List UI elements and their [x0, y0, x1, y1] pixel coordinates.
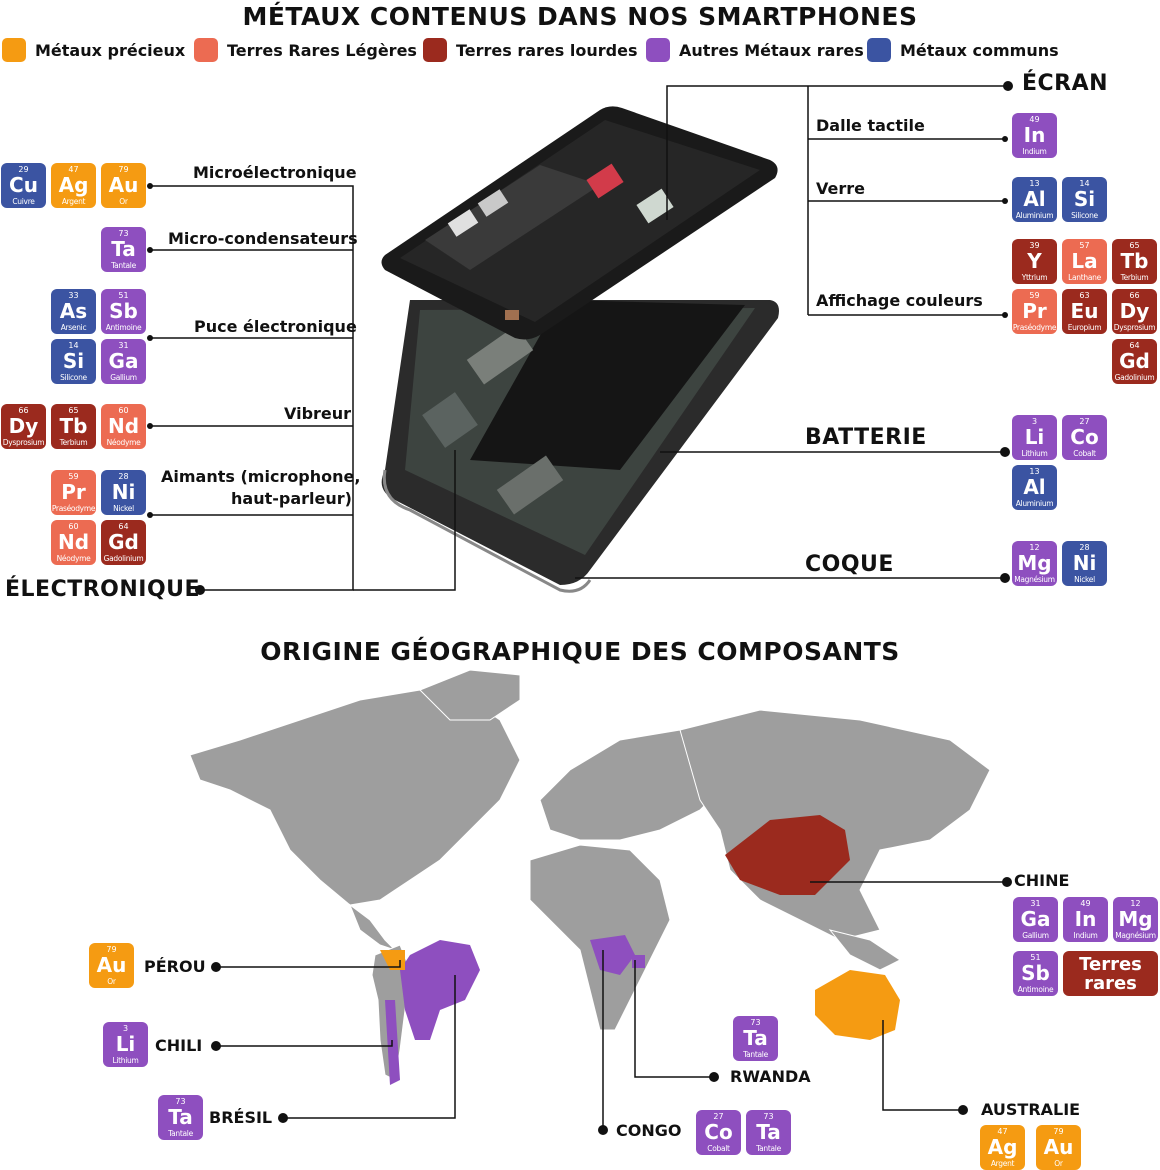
map-central-america: [348, 903, 396, 951]
element-tile-ta: 73 Ta Tantale: [733, 1016, 778, 1061]
legend-heavy-rare-earths: Terres rares lourdes: [423, 38, 637, 62]
element-tile-gd: 64 Gd Gadolinium: [1112, 339, 1157, 384]
element-tile-ta: 73 Ta Tantale: [101, 227, 146, 272]
section-ecran: ÉCRAN: [1022, 71, 1109, 96]
map-peru: [380, 950, 405, 970]
element-tile-ga: 31 Ga Gallium: [101, 339, 146, 384]
country-rwanda: RWANDA: [730, 1067, 811, 1086]
legend-label: Métaux communs: [900, 40, 1059, 60]
map-congo: [590, 935, 635, 975]
country-bresil: BRÉSIL: [209, 1108, 273, 1127]
element-tile-cu: 29 Cu Cuivre: [1, 163, 46, 208]
map-greenland: [419, 669, 521, 721]
map-north-america: [189, 689, 521, 906]
element-tile-ni: 28 Ni Nickel: [101, 470, 146, 515]
legend-label: Terres Rares Légères: [227, 40, 417, 60]
element-tile-au: 79 Au Or: [1036, 1125, 1081, 1170]
element-tile-mg: 12 Mg Magnésium: [1113, 897, 1158, 942]
legend-light-rare-earths: Terres Rares Légères: [194, 38, 417, 62]
legend-swatch: [867, 38, 891, 62]
map-africa: [529, 844, 671, 1031]
label-affichage-couleurs: Affichage couleurs: [816, 291, 983, 310]
element-tile-co: 27 Co Cobalt: [696, 1110, 741, 1155]
legend-other-rare-metals: Autres Métaux rares: [646, 38, 864, 62]
element-tile-in: 49 In Indium: [1063, 897, 1108, 942]
element-tile-nd: 60 Nd Néodyme: [51, 520, 96, 565]
element-tile-sb: 51 Sb Antimoine: [1013, 951, 1058, 996]
element-tile-al: 13 Al Aluminium: [1012, 465, 1057, 510]
element-tile-tb: 65 Tb Terbium: [51, 404, 96, 449]
leader-lines: [150, 85, 1005, 1130]
section-batterie: BATTERIE: [805, 425, 927, 450]
section-electronique: ÉLECTRONIQUE: [5, 577, 201, 602]
element-tile-sb: 51 Sb Antimoine: [101, 289, 146, 334]
legend-label: Métaux précieux: [35, 40, 186, 60]
element-tile-eu: 63 Eu Europium: [1062, 289, 1107, 334]
phone-internals-illustration: [381, 300, 779, 593]
country-chili: CHILI: [155, 1036, 203, 1055]
map-rwanda: [632, 955, 645, 968]
country-perou: PÉROU: [144, 957, 206, 976]
map-australia: [815, 970, 900, 1040]
element-tile-ta: 73 Ta Tantale: [158, 1095, 203, 1140]
element-tile-pr: 59 Pr Praséodyme: [1012, 289, 1057, 334]
element-tile-dy: 66 Dy Dysprosium: [1112, 289, 1157, 334]
element-tile-al: 13 Al Aluminium: [1012, 177, 1057, 222]
element-tile-y: 39 Y Yttrium: [1012, 239, 1057, 284]
label-micro-condensateurs: Micro-condensateurs: [168, 229, 358, 248]
label-puce: Puce électronique: [194, 317, 357, 336]
legend-swatch: [646, 38, 670, 62]
country-australie: AUSTRALIE: [981, 1100, 1081, 1119]
label-verre: Verre: [816, 179, 865, 198]
element-tile-ag: 47 Ag Argent: [51, 163, 96, 208]
legend-swatch: [423, 38, 447, 62]
element-tile-co: 27 Co Cobalt: [1062, 415, 1107, 460]
element-tile-nd: 60 Nd Néodyme: [101, 404, 146, 449]
element-tile-si: 14 Si Silicone: [1062, 177, 1107, 222]
element-tile-ag: 47 Ag Argent: [980, 1125, 1025, 1170]
element-tile-pr: 59 Pr Praséodyme: [51, 470, 96, 515]
element-tile-au: 79 Au Or: [101, 163, 146, 208]
diagram-graphics: [147, 81, 1013, 1135]
map-southeast-asia: [828, 929, 901, 971]
legend-swatch: [194, 38, 218, 62]
element-tile-in: 49 In Indium: [1012, 113, 1057, 158]
element-tile-au: 79 Au Or: [89, 943, 134, 988]
element-tile-mg: 12 Mg Magnésium: [1012, 541, 1057, 586]
label-microelectronique: Microélectronique: [193, 163, 357, 182]
element-tile-la: 57 La Lanthane: [1062, 239, 1107, 284]
map-brazil: [400, 940, 480, 1040]
phone-screen-illustration: [381, 106, 778, 340]
label-aimants-line1: Aimants (microphone,: [161, 467, 361, 486]
element-tile-ni: 28 Ni Nickel: [1062, 541, 1107, 586]
legend-common-metals: Métaux communs: [867, 38, 1059, 62]
label-vibreur: Vibreur: [284, 404, 352, 423]
country-congo: CONGO: [616, 1121, 682, 1140]
element-tile-as: 33 As Arsenic: [51, 289, 96, 334]
legend-precious-metals: Métaux précieux: [2, 38, 185, 62]
element-tile-ta: 73 Ta Tantale: [746, 1110, 791, 1155]
terres-rares-tile: Terres rares: [1063, 951, 1158, 996]
element-tile-ga: 31 Ga Gallium: [1013, 897, 1058, 942]
legend-swatch: [2, 38, 26, 62]
legend-label: Autres Métaux rares: [679, 40, 864, 60]
label-aimants-line2: haut-parleur): [231, 489, 352, 508]
country-chine: CHINE: [1014, 871, 1070, 890]
element-tile-li: 3 Li Lithium: [1012, 415, 1057, 460]
legend-label: Terres rares lourdes: [456, 40, 638, 60]
section-coque: COQUE: [805, 552, 894, 577]
main-title: MÉTAUX CONTENUS DANS NOS SMARTPHONES: [242, 2, 918, 31]
element-tile-li: 3 Li Lithium: [103, 1022, 148, 1067]
element-tile-tb: 65 Tb Terbium: [1112, 239, 1157, 284]
element-tile-si: 14 Si Silicone: [51, 339, 96, 384]
map-china: [725, 815, 850, 895]
element-tile-gd: 64 Gd Gadolinium: [101, 520, 146, 565]
leader-dots: [147, 81, 1013, 1135]
label-dalle-tactile: Dalle tactile: [816, 116, 925, 135]
element-tile-dy: 66 Dy Dysprosium: [1, 404, 46, 449]
map-title: ORIGINE GÉOGRAPHIQUE DES COMPOSANTS: [260, 637, 900, 666]
